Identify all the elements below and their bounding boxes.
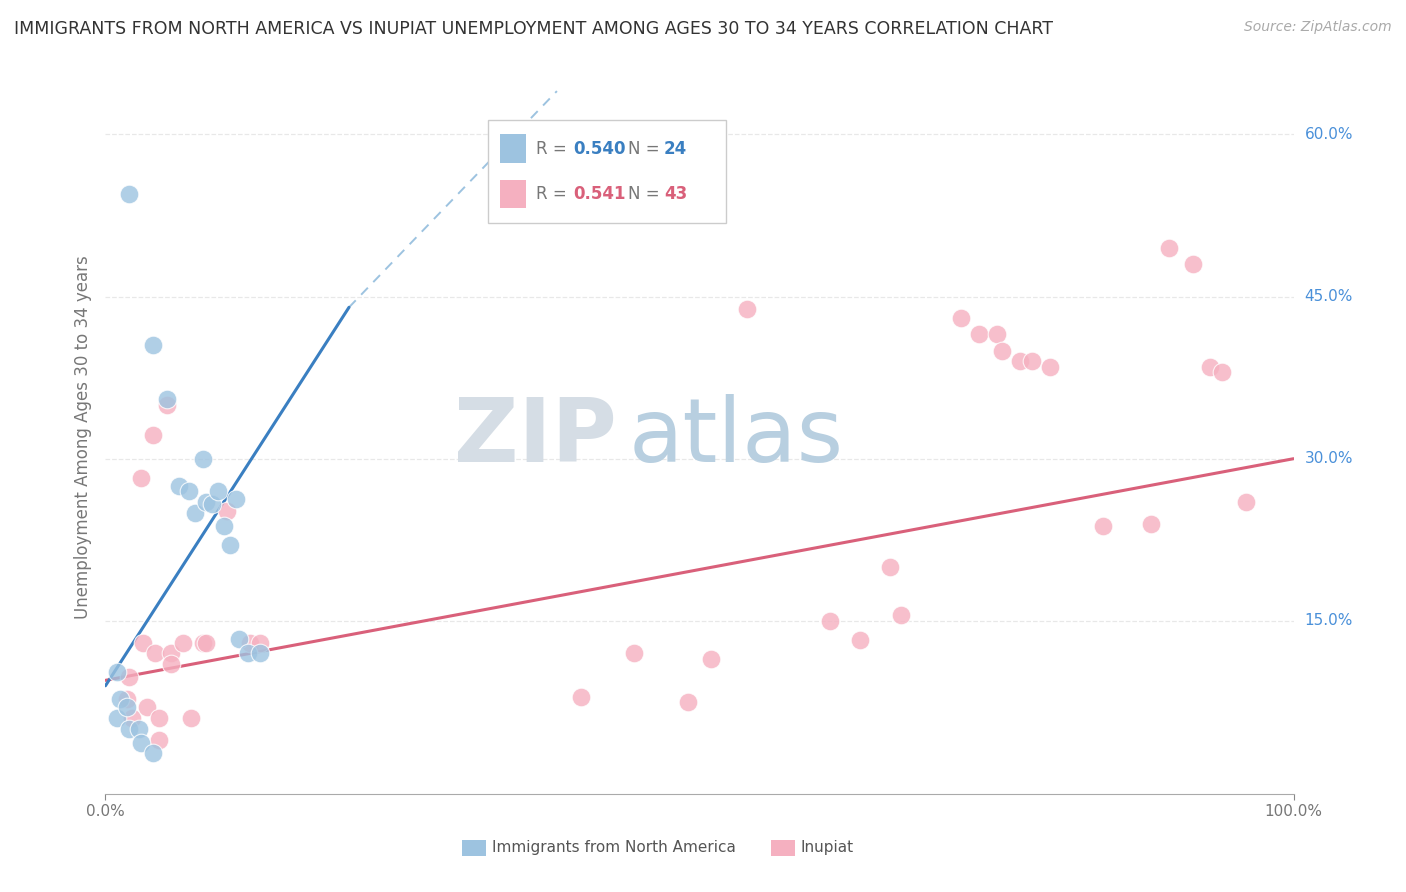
Point (115, 700, 138, 714)
Point (132, 635, 155, 649)
Point (159, 657, 181, 672)
Point (991, 343, 1014, 358)
Point (569, 690, 592, 704)
Text: 24: 24 (664, 139, 688, 158)
Point (219, 538, 242, 552)
Point (148, 732, 170, 747)
Point (1140, 516, 1163, 531)
Text: Inupiat: Inupiat (800, 840, 853, 855)
Point (148, 711, 170, 725)
Point (215, 503, 238, 517)
Point (159, 646, 181, 660)
Bar (501, 134, 526, 162)
Text: 0.541: 0.541 (574, 185, 626, 203)
Point (128, 722, 150, 736)
Point (142, 338, 165, 352)
Point (1021, 354, 1043, 368)
Point (849, 633, 872, 648)
Point (105, 711, 128, 725)
FancyBboxPatch shape (488, 120, 725, 223)
Point (191, 451, 214, 466)
Point (236, 646, 259, 660)
Point (879, 559, 901, 574)
Point (676, 695, 699, 709)
Bar (501, 180, 526, 209)
Point (623, 646, 645, 660)
Text: N =: N = (628, 139, 665, 158)
Point (191, 635, 214, 649)
Point (1039, 359, 1062, 374)
Point (118, 722, 141, 736)
Point (195, 495, 218, 509)
Text: 60.0%: 60.0% (1305, 127, 1353, 142)
Point (1092, 518, 1115, 533)
Point (249, 635, 271, 649)
Point (818, 614, 841, 628)
Point (1234, 495, 1257, 509)
Point (214, 518, 236, 533)
Point (143, 646, 166, 660)
Text: 30.0%: 30.0% (1305, 451, 1353, 467)
Point (105, 665, 128, 679)
Point (167, 479, 190, 493)
Point (195, 635, 218, 649)
Point (1181, 257, 1204, 271)
Text: N =: N = (628, 185, 665, 203)
Point (156, 398, 179, 412)
Point (115, 691, 138, 706)
Point (735, 302, 758, 317)
Point (172, 635, 194, 649)
Text: IMMIGRANTS FROM NORTH AMERICA VS INUPIAT UNEMPLOYMENT AMONG AGES 30 TO 34 YEARS : IMMIGRANTS FROM NORTH AMERICA VS INUPIAT… (14, 20, 1053, 37)
Point (239, 635, 262, 649)
Text: atlas: atlas (628, 393, 844, 481)
Text: Immigrants from North America: Immigrants from North America (492, 840, 735, 855)
Point (249, 646, 271, 660)
Text: 45.0%: 45.0% (1305, 289, 1353, 304)
Point (949, 311, 972, 326)
Point (1199, 359, 1222, 374)
Point (142, 746, 165, 760)
Point (1010, 354, 1032, 368)
Point (129, 471, 152, 485)
Point (207, 484, 229, 499)
Point (228, 632, 250, 647)
Text: 0.540: 0.540 (574, 139, 626, 158)
Point (225, 491, 247, 506)
Point (118, 186, 141, 201)
Text: R =: R = (536, 185, 571, 203)
Bar (461, 840, 485, 856)
Point (177, 484, 200, 499)
Point (156, 392, 179, 407)
Text: ZIP: ZIP (454, 393, 616, 481)
Point (108, 691, 131, 706)
Point (136, 700, 159, 714)
Point (700, 651, 723, 665)
Y-axis label: Unemployment Among Ages 30 to 34 years: Unemployment Among Ages 30 to 34 years (73, 255, 91, 619)
Text: R =: R = (536, 139, 571, 158)
Point (142, 428, 165, 442)
Point (118, 670, 141, 684)
Point (890, 608, 912, 623)
Point (121, 711, 143, 725)
Point (180, 711, 202, 725)
Point (1157, 241, 1180, 255)
Text: 15.0%: 15.0% (1305, 614, 1353, 628)
Text: Source: ZipAtlas.com: Source: ZipAtlas.com (1244, 20, 1392, 34)
Point (1211, 365, 1233, 379)
Point (986, 327, 1008, 342)
Text: 43: 43 (664, 185, 688, 203)
Bar (770, 840, 794, 856)
Point (967, 327, 990, 342)
Point (201, 497, 224, 511)
Point (129, 736, 152, 750)
Point (183, 506, 205, 520)
